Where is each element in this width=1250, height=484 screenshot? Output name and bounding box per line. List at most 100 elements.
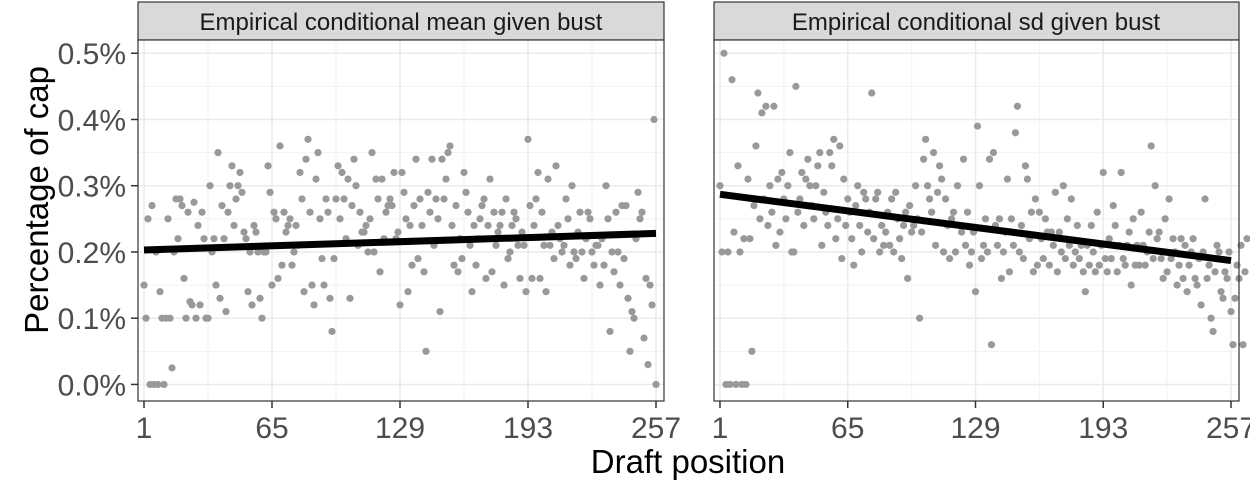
data-point xyxy=(376,268,384,276)
data-point xyxy=(1113,268,1121,276)
data-point xyxy=(634,188,642,196)
data-point xyxy=(1183,288,1191,296)
data-point xyxy=(422,347,430,355)
data-point xyxy=(1019,254,1028,263)
data-point xyxy=(941,195,950,203)
data-point xyxy=(572,254,580,263)
data-point xyxy=(538,208,546,216)
strip-mean xyxy=(137,1,665,41)
data-point xyxy=(951,248,960,256)
data-point xyxy=(470,221,478,230)
data-point xyxy=(504,254,512,263)
data-point xyxy=(156,288,164,296)
data-point xyxy=(394,228,402,236)
data-point xyxy=(1189,235,1197,243)
data-point xyxy=(234,182,242,190)
data-point xyxy=(370,248,378,256)
data-point xyxy=(931,241,940,249)
data-point xyxy=(608,248,616,256)
data-point xyxy=(220,235,228,243)
data-point xyxy=(440,195,448,203)
data-point xyxy=(316,215,324,223)
data-point xyxy=(1173,281,1181,289)
data-point xyxy=(900,221,908,230)
data-point xyxy=(438,155,446,163)
x-tick-label: 257 xyxy=(1206,412,1250,445)
data-point xyxy=(244,288,252,296)
data-point xyxy=(912,182,920,190)
data-point xyxy=(638,208,646,216)
data-point xyxy=(890,248,898,256)
data-point xyxy=(1111,221,1119,230)
panel-mean: Empirical conditional mean given bust 1 6… xyxy=(136,1,681,445)
data-point xyxy=(860,188,868,196)
data-point xyxy=(1135,261,1143,269)
data-point xyxy=(774,175,782,183)
data-point xyxy=(184,208,192,216)
data-point xyxy=(348,201,356,210)
data-point xyxy=(800,221,808,230)
data-point xyxy=(292,221,300,230)
data-point xyxy=(564,215,572,223)
data-point xyxy=(834,215,842,223)
data-point xyxy=(878,221,886,230)
data-point xyxy=(434,215,442,223)
data-point xyxy=(965,261,974,269)
data-point xyxy=(640,334,648,342)
data-point xyxy=(794,208,802,216)
panel-background xyxy=(714,40,1239,401)
data-point xyxy=(164,215,172,223)
x-tick-label: 193 xyxy=(1078,412,1128,445)
data-point xyxy=(975,182,984,190)
data-point xyxy=(490,208,498,216)
x-tick-label: 1 xyxy=(712,412,729,445)
data-point xyxy=(1153,235,1161,243)
data-point xyxy=(372,175,380,183)
data-point xyxy=(748,347,756,355)
panel-border-mean xyxy=(137,39,665,402)
data-point xyxy=(510,208,518,216)
data-point xyxy=(570,248,578,256)
data-point xyxy=(1103,268,1111,276)
data-point xyxy=(304,135,312,143)
data-point xyxy=(810,215,818,223)
data-point xyxy=(1105,235,1113,243)
data-point xyxy=(1075,254,1083,263)
data-point xyxy=(1241,268,1249,276)
data-point xyxy=(880,241,888,249)
data-point xyxy=(414,254,422,263)
data-point xyxy=(196,301,204,309)
data-point xyxy=(230,221,238,230)
data-point xyxy=(1011,129,1020,137)
data-point xyxy=(410,201,418,210)
data-point xyxy=(720,49,728,57)
data-point xyxy=(446,142,454,150)
data-point xyxy=(388,201,396,210)
data-point xyxy=(396,301,404,309)
data-point xyxy=(1191,274,1199,283)
data-point xyxy=(594,241,602,249)
data-point xyxy=(1023,175,1032,183)
data-point xyxy=(194,221,202,230)
data-point xyxy=(925,195,934,203)
data-point xyxy=(466,241,474,249)
data-point xyxy=(814,162,822,170)
data-point xyxy=(534,168,542,177)
data-point xyxy=(624,294,632,302)
data-point xyxy=(804,155,812,163)
data-point xyxy=(612,208,620,216)
data-point xyxy=(768,208,776,216)
data-point xyxy=(1165,195,1173,203)
data-point xyxy=(148,201,156,210)
panel-border-sd xyxy=(713,39,1240,402)
data-point xyxy=(636,215,644,223)
data-point xyxy=(1089,248,1097,256)
data-point xyxy=(484,221,492,230)
data-point xyxy=(326,294,334,302)
data-point xyxy=(364,248,372,256)
x-tick-label: 129 xyxy=(950,412,1000,445)
data-point xyxy=(798,168,806,177)
data-point xyxy=(1117,168,1125,177)
data-point xyxy=(929,149,938,157)
data-point xyxy=(756,215,764,223)
